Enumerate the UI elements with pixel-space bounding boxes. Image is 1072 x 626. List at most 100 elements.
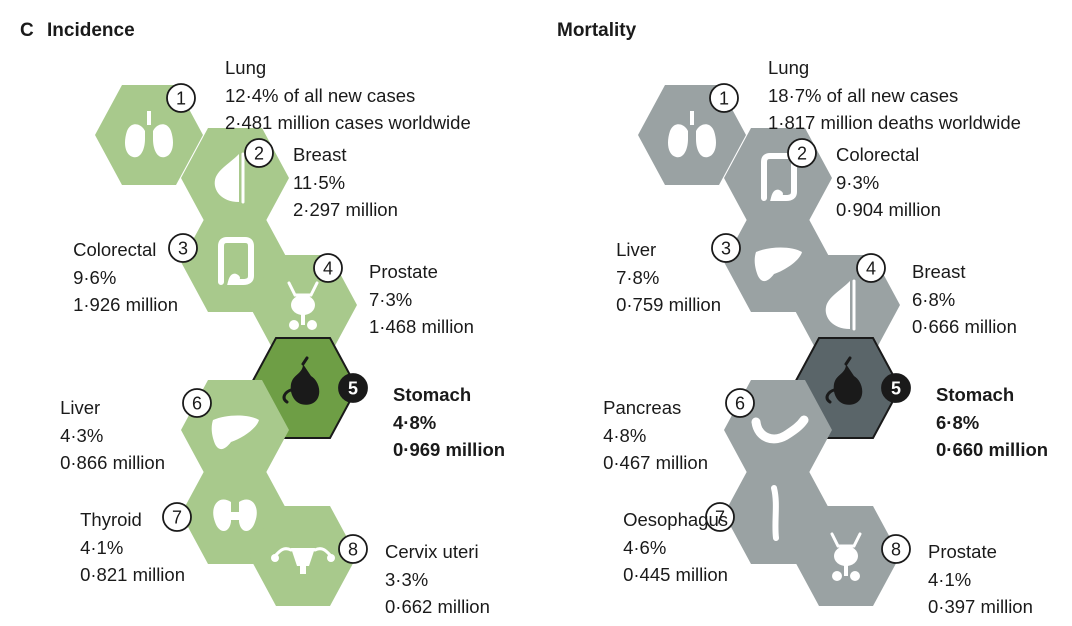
cancer-name: Oesophagus <box>623 509 728 530</box>
cancer-count: 1·817 million deaths worldwide <box>768 112 1021 133</box>
panel-letter: C <box>20 20 34 41</box>
thyroid-icon <box>213 499 257 531</box>
cancer-name: Liver <box>60 397 101 418</box>
rank-number: 6 <box>735 394 745 414</box>
cancer-percent: 12·4% of all new cases <box>225 84 416 106</box>
mortality-title: Mortality <box>557 20 637 41</box>
incidence-rank-badge-8: 8 <box>338 534 368 564</box>
breast-icon <box>825 279 856 331</box>
mortality-rank-badge-2: 2 <box>787 138 817 168</box>
cancer-count: 0·666 million <box>912 316 1017 337</box>
cancer-name: Prostate <box>369 261 438 282</box>
cancer-percent: 4·3% <box>60 424 104 446</box>
incidence-label-8: Cervix uteri 3·3% 0·662 million <box>385 538 490 621</box>
rank-number: 3 <box>178 239 188 259</box>
rank-number: 8 <box>348 540 358 560</box>
cancer-count: 0·445 million <box>623 564 728 585</box>
incidence-rank-badge-2: 2 <box>244 138 274 168</box>
breast-icon <box>214 152 245 204</box>
incidence-hex-8 <box>249 506 357 606</box>
cancer-count: 1·468 million <box>369 316 474 337</box>
incidence-rank-badge-7: 7 <box>162 502 192 532</box>
incidence-rank-badge-6: 6 <box>182 388 212 418</box>
incidence-label-6: Liver 4·3% 0·866 million <box>60 394 165 477</box>
lungs-icon <box>125 111 173 158</box>
rank-number: 2 <box>254 144 264 164</box>
cancer-name: Breast <box>912 261 966 282</box>
mortality-label-6: Pancreas 4·8% 0·467 million <box>603 394 708 477</box>
rank-number: 4 <box>323 259 333 279</box>
uterus-icon <box>271 547 335 574</box>
cancer-count: 1·926 million <box>73 294 178 315</box>
liver-icon <box>754 247 802 282</box>
rank-number: 3 <box>721 239 731 259</box>
colon-icon <box>218 237 254 285</box>
liver-icon <box>211 415 259 450</box>
cancer-percent: 4·1% <box>80 536 124 558</box>
cancer-percent: 11·5% <box>293 171 346 193</box>
mortality-rank-badge-7: 7 <box>705 502 735 532</box>
cancer-percent: 9·6% <box>73 266 117 288</box>
rank-number: 5 <box>348 379 358 399</box>
cancer-name: Breast <box>293 144 347 165</box>
cancer-name: Cervix uteri <box>385 541 479 562</box>
mortality-label-1: Lung 18·7% of all new cases 1·817 million … <box>768 54 1021 137</box>
cancer-percent: 18·7% of all new cases <box>768 84 959 106</box>
cancer-count: 0·969 million <box>393 439 506 460</box>
mortality-label-3: Liver 7·8% 0·759 million <box>616 236 721 319</box>
incidence-label-1: Lung 12·4% of all new cases 2·481 million … <box>225 54 471 137</box>
cancer-percent: 6·8% <box>912 288 956 310</box>
prostate-icon <box>287 281 319 330</box>
cancer-count: 0·866 million <box>60 452 165 473</box>
rank-number: 4 <box>866 259 876 279</box>
oesophagus-icon <box>771 485 779 541</box>
mortality-rank-badge-4: 4 <box>856 253 886 283</box>
cancer-percent: 4·8% <box>393 411 437 433</box>
cancer-percent: 3·3% <box>385 568 429 590</box>
cancer-name: Stomach <box>393 384 472 405</box>
incidence-label-3: Colorectal 9·6% 1·926 million <box>73 236 178 319</box>
cancer-name: Pancreas <box>603 397 682 418</box>
incidence-label-2: Breast 11·5% 2·297 million <box>293 141 398 224</box>
incidence-label-7: Thyroid 4·1% 0·821 million <box>80 506 185 589</box>
cancer-name: Liver <box>616 239 657 260</box>
cancer-percent: 7·8% <box>616 266 660 288</box>
cancer-name: Lung <box>768 57 810 78</box>
mortality-hex-8 <box>792 506 900 606</box>
mortality-label-4: Breast 6·8% 0·666 million <box>912 258 1017 341</box>
pancreas-icon <box>751 415 809 444</box>
cancer-count: 0·821 million <box>80 564 185 585</box>
cancer-percent: 4·6% <box>623 536 667 558</box>
cancer-count: 2·297 million <box>293 199 398 220</box>
cancer-count: 0·660 million <box>936 439 1049 460</box>
mortality-label-2: Colorectal 9·3% 0·904 million <box>836 141 941 224</box>
cancer-count: 0·759 million <box>616 294 721 315</box>
cancer-name: Stomach <box>936 384 1015 405</box>
mortality-label-7: Oesophagus 4·6% 0·445 million <box>623 506 728 589</box>
mortality-label-8: Prostate 4·1% 0·397 million <box>928 538 1033 621</box>
rank-number: 8 <box>891 540 901 560</box>
cancer-count: 0·397 million <box>928 596 1033 617</box>
cancer-percent: 6·8% <box>936 411 980 433</box>
mortality-label-5: Stomach 6·8% 0·660 million <box>936 381 1048 464</box>
mortality-rank-badge-5: 5 <box>881 373 911 403</box>
mortality-rank-badge-8: 8 <box>881 534 911 564</box>
incidence-label-4: Prostate 7·3% 1·468 million <box>369 258 474 341</box>
incidence-label-5: Stomach 4·8% 0·969 million <box>393 381 505 464</box>
stomach-icon <box>825 356 863 405</box>
rank-number: 7 <box>715 508 725 528</box>
mortality-rank-badge-1: 1 <box>709 83 739 113</box>
incidence-rank-badge-1: 1 <box>166 83 196 113</box>
rank-number: 7 <box>172 508 182 528</box>
cancer-name: Colorectal <box>73 239 157 260</box>
cancer-name: Prostate <box>928 541 997 562</box>
mortality-rank-badge-3: 3 <box>711 233 741 263</box>
cancer-count: 0·904 million <box>836 199 941 220</box>
mortality-rank-badge-6: 6 <box>725 388 755 418</box>
rank-number: 1 <box>719 89 729 109</box>
incidence-rank-badge-5: 5 <box>338 373 368 403</box>
incidence-title: Incidence <box>47 20 135 41</box>
stomach-icon <box>282 356 320 405</box>
